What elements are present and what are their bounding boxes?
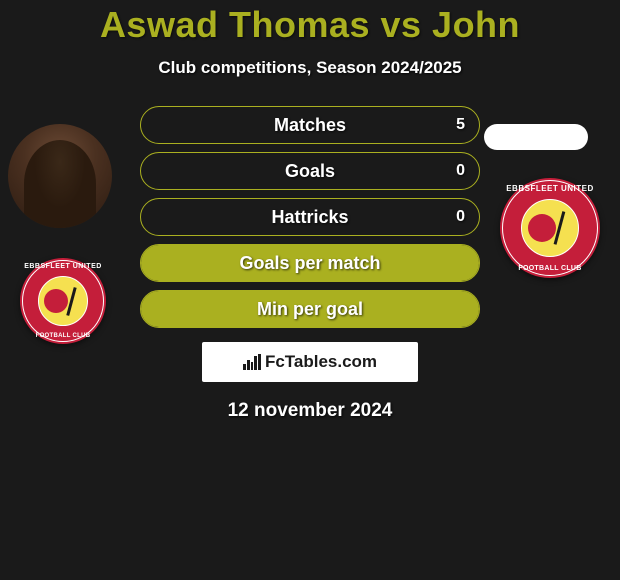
stat-label: Goals per match: [239, 253, 380, 274]
stat-bar-min-per-goal: Min per goal: [140, 290, 480, 328]
date-label: 12 november 2024: [0, 400, 620, 422]
stat-value-right: 5: [456, 116, 465, 134]
stat-label: Min per goal: [257, 299, 363, 320]
stat-label: Hattricks: [271, 207, 348, 228]
stat-value-right: 0: [456, 162, 465, 180]
stat-label: Matches: [274, 115, 346, 136]
badge-text: FOOTBALL CLUB: [36, 333, 91, 339]
stat-label: Goals: [285, 161, 335, 182]
bar-chart-icon: [243, 354, 261, 370]
fctables-branding[interactable]: FcTables.com: [202, 342, 418, 382]
page-title: Aswad Thomas vs John: [0, 4, 620, 46]
subtitle: Club competitions, Season 2024/2025: [0, 58, 620, 78]
stat-bar-matches: Matches 5: [140, 106, 480, 144]
stat-value-right: 0: [456, 208, 465, 226]
stat-bar-hattricks: Hattricks 0: [140, 198, 480, 236]
fctables-text: FcTables.com: [265, 352, 377, 372]
stat-bar-goals-per-match: Goals per match: [140, 244, 480, 282]
stats-container: Matches 5 Goals 0 Hattricks 0 Goals per …: [0, 106, 620, 328]
stat-bar-goals: Goals 0: [140, 152, 480, 190]
